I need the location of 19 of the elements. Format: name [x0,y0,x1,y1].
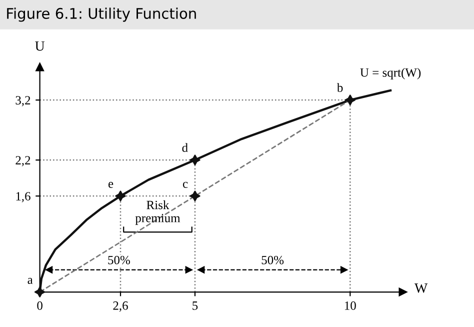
annotation: c [182,182,188,188]
annotation: a [28,278,33,284]
y-axis-title: U [35,41,45,51]
annotation: b [336,83,343,92]
x-tick-label: 5 [192,302,198,310]
y-tick-label: 1,6 [16,192,30,202]
y-tick-label: 3,2 [16,96,30,106]
annotation: 50% [108,256,130,264]
x-tick-label: 2,6 [113,301,128,312]
annotation: d [182,143,188,152]
x-axis-title: W [414,284,428,293]
annotation: Risk premium [135,200,180,225]
x-tick-label: 0 [37,301,42,310]
annotation: e [108,182,114,188]
y-tick-label: 2,2 [16,156,30,166]
annotation: 50% [262,256,284,264]
chart-title: Figure 6.1: Utility Function [7,8,196,22]
x-tick-label: 10 [344,301,356,310]
series-label: U = sqrt(W) [360,68,421,80]
